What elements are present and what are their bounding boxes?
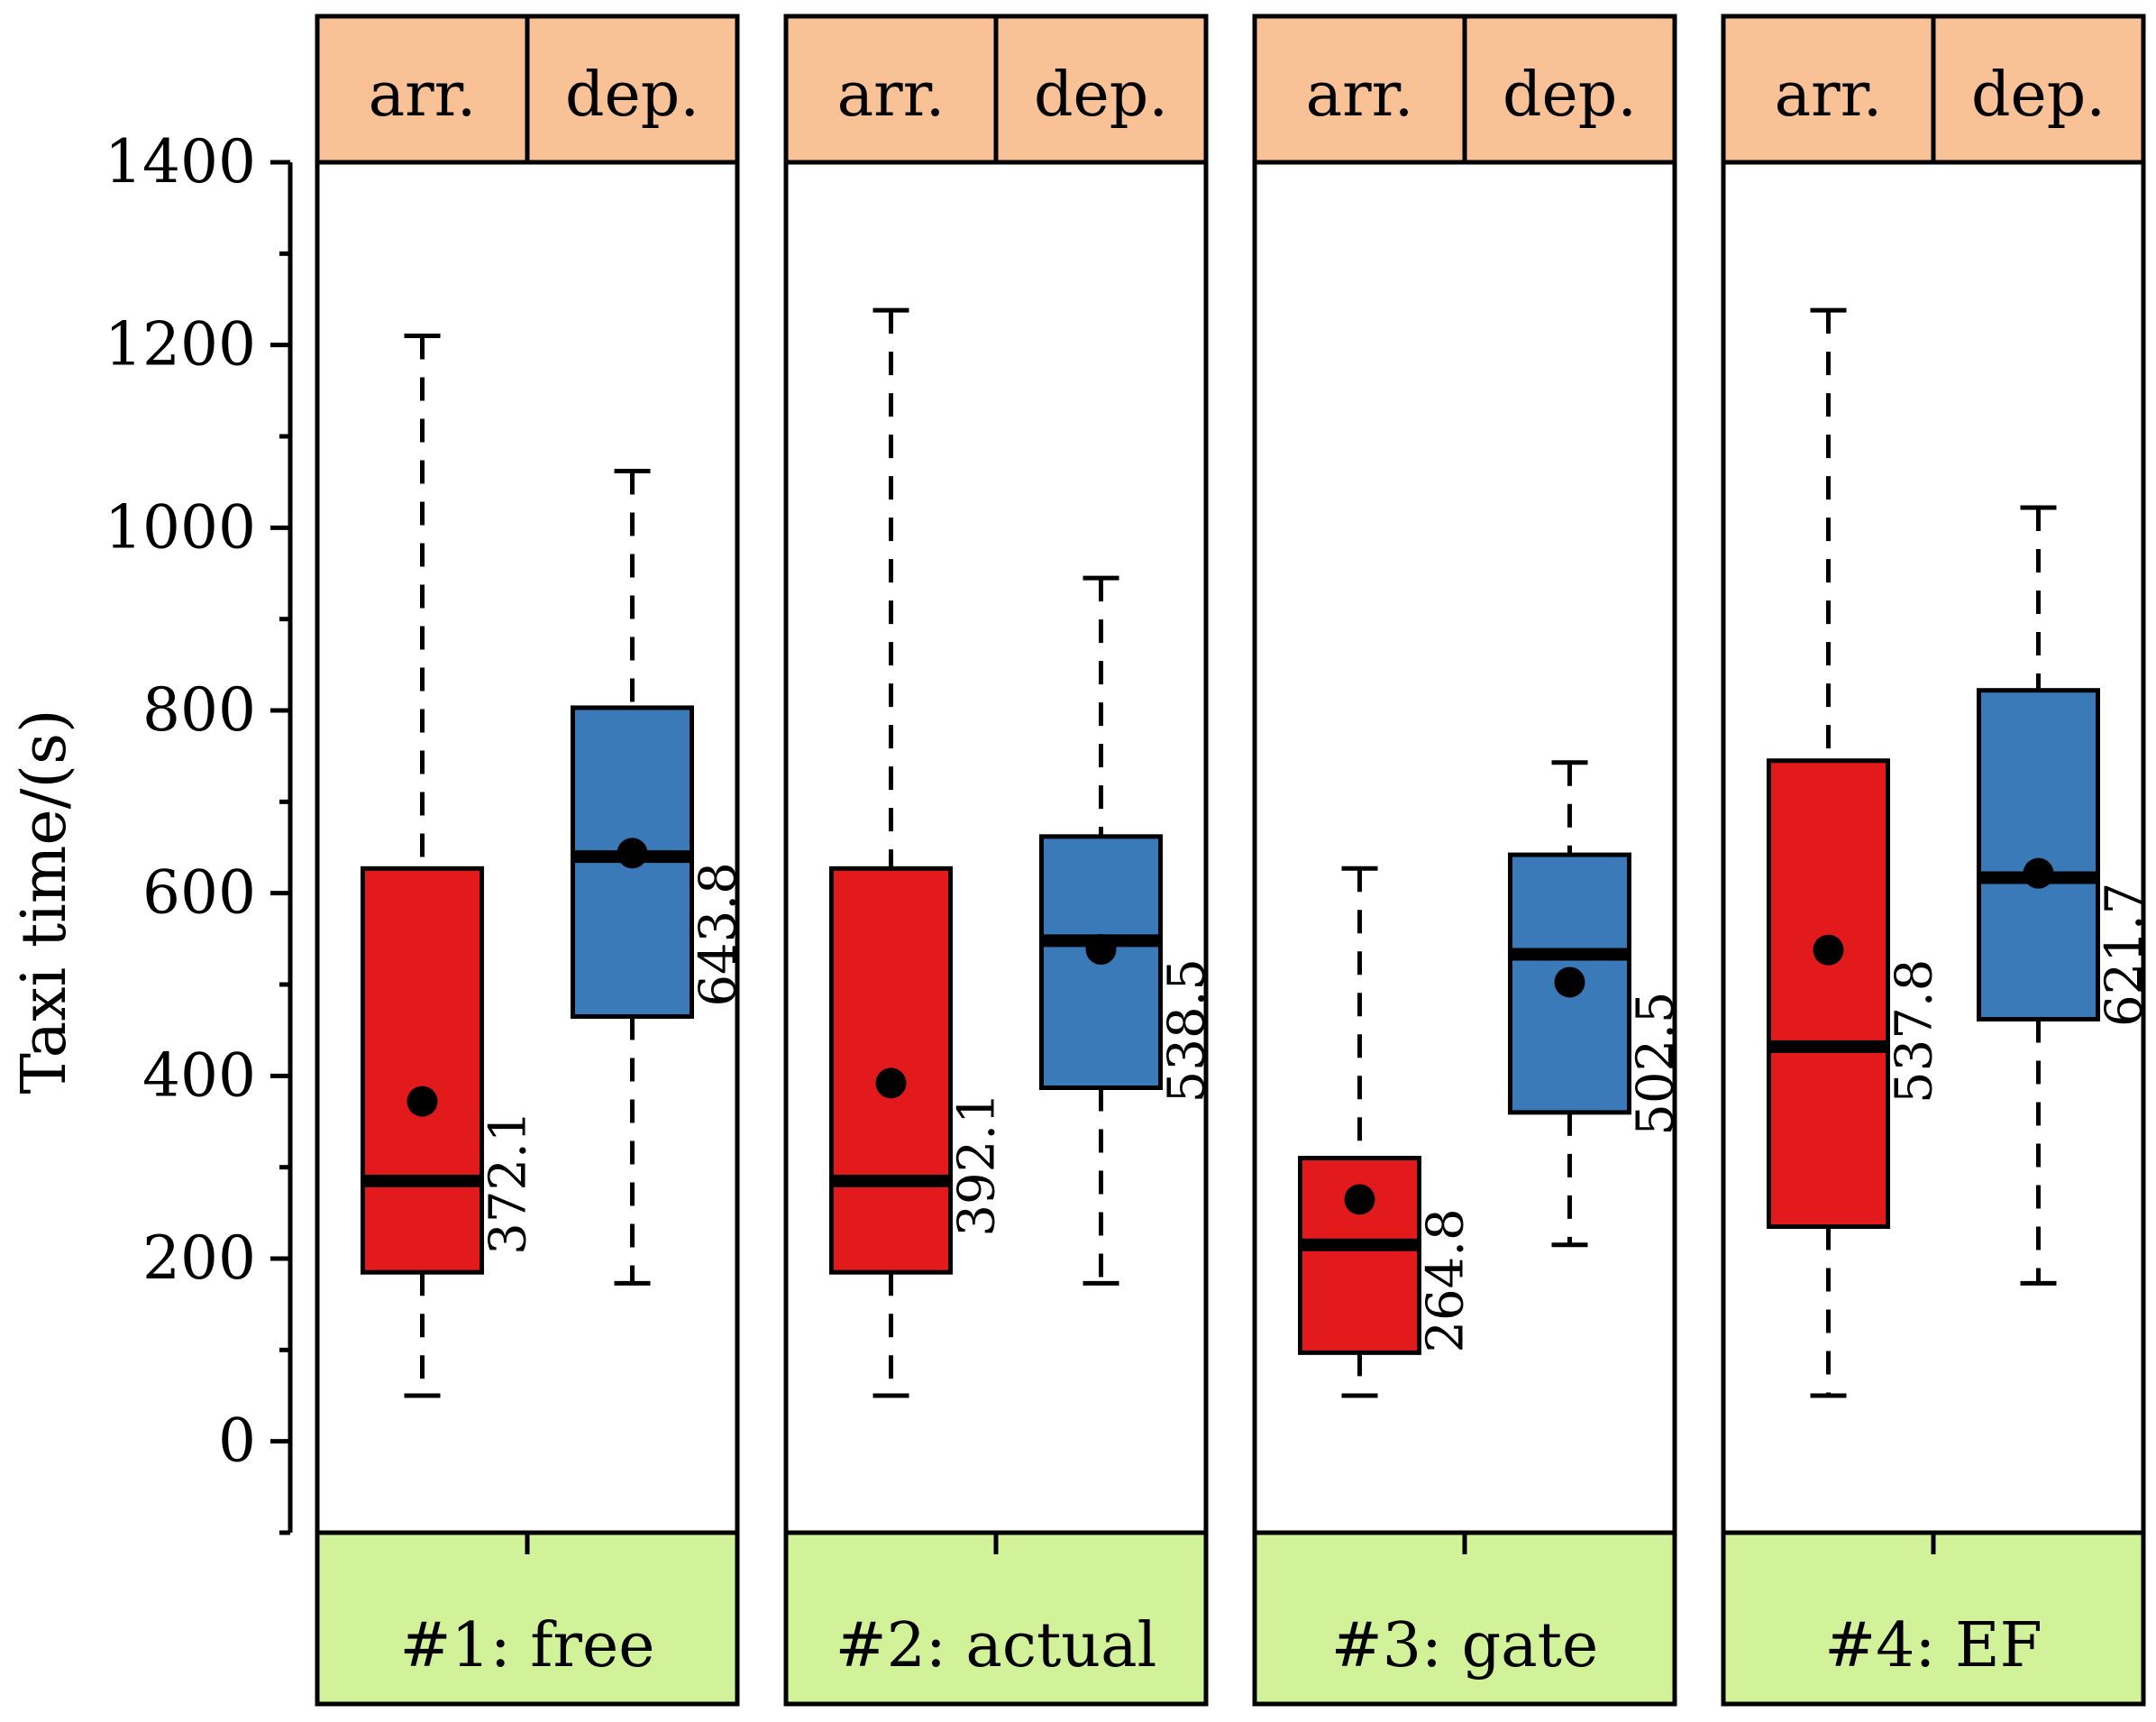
panel: arr. dep. #1: free 372.1 643.8 [315,14,748,1707]
arrival-box: 264.8 [1298,866,1475,1398]
group-label: arr. [1306,60,1414,131]
y-tick-label: 0 [218,1406,256,1476]
arrival-box: 537.8 [1767,307,1944,1398]
group-label: dep. [1971,60,2106,131]
group-label: arr. [369,60,477,131]
mean-marker [1344,1184,1375,1215]
departure-box: 621.7 [1977,505,2154,1286]
panel-footer [1252,1530,1677,1707]
mean-value-label: 538.5 [1158,958,1217,1103]
group-label: dep. [565,60,699,131]
mean-marker [2023,857,2054,889]
y-tick-label: 400 [142,1040,256,1110]
mean-marker [1085,933,1117,965]
mean-value-label: 392.1 [948,1092,1007,1236]
panel-label: #1: free [400,1610,655,1681]
mean-marker [875,1067,907,1099]
box-body [1977,688,2100,1022]
panel-label: #3: gate [1331,1610,1598,1681]
panel: arr. dep. #4: EF 537.8 621.7 [1721,14,2154,1707]
arrival-box: 392.1 [829,307,1007,1398]
y-tick-label: 1200 [105,310,256,380]
mean-value-label: 372.1 [480,1111,538,1255]
y-tick-label: 1400 [105,127,256,197]
mean-marker [407,1085,438,1117]
y-axis-label: Taxi time/(s) [9,710,80,1095]
mean-value-label: 264.8 [1417,1208,1475,1352]
y-tick-label: 800 [142,675,256,745]
group-label: arr. [1775,60,1883,131]
y-axis: 0 200 400 600 800 1000 1200 1400 [105,127,293,1535]
y-tick-label: 600 [142,858,256,928]
group-label: arr. [837,60,946,131]
panel-footer [783,1530,1209,1707]
mean-value-label: 621.7 [2096,883,2154,1027]
arrival-box: 372.1 [361,334,538,1398]
mean-marker [1813,934,1844,966]
y-tick-label: 1000 [105,492,256,562]
box-body [361,866,484,1275]
mean-marker [617,838,648,869]
panel-label: #2: actual [836,1610,1157,1681]
mean-value-label: 537.8 [1886,959,1944,1104]
panel: arr. dep. #3: gate 264.8 502.5 [1252,14,1686,1707]
panel: arr. dep. #2: actual 392.1 538.5 [783,14,1217,1707]
group-label: dep. [1034,60,1168,131]
box-body [1767,758,1890,1230]
group-label: dep. [1503,60,1637,131]
departure-box: 502.5 [1508,760,1686,1248]
panel-footer [1721,1530,2146,1707]
departure-box: 643.8 [571,469,748,1286]
departure-box: 538.5 [1039,575,1217,1286]
panels: arr. dep. #1: free 372.1 643.8 arr. dep. #2: ac… [315,14,2154,1707]
mean-value-label: 502.5 [1627,991,1686,1135]
mean-marker [1554,966,1585,998]
panel-label: #4: EF [1824,1610,2042,1681]
y-tick-label: 200 [142,1223,256,1293]
mean-value-label: 643.8 [690,862,748,1006]
